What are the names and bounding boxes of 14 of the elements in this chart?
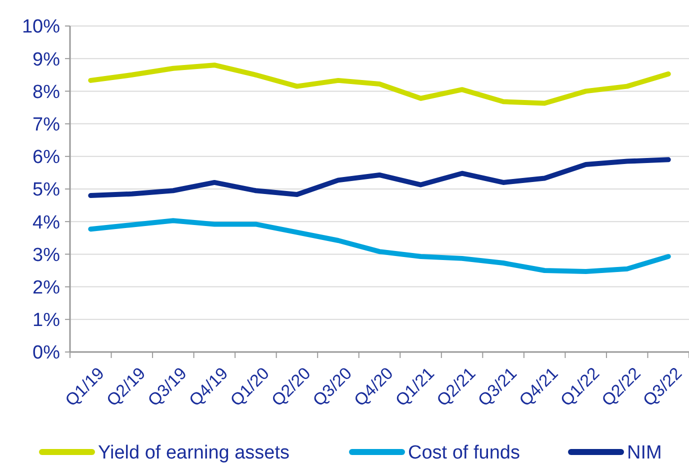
y-tick-label: 6% [32, 147, 60, 168]
legend-label: NIM [627, 442, 662, 464]
y-tick-label: 3% [32, 244, 60, 266]
y-tick-label: 10% [22, 16, 60, 38]
legend-label: Cost of funds [408, 442, 520, 464]
y-tick-label: 0% [32, 342, 60, 364]
y-tick-label: 7% [32, 114, 60, 136]
legend-label: Yield of earning assets [98, 442, 290, 464]
y-tick-label: 8% [32, 82, 60, 103]
y-tick-label: 9% [32, 49, 60, 70]
y-tick-label: 5% [32, 180, 60, 201]
y-tick-label: 4% [32, 212, 60, 234]
y-tick-label: 1% [32, 310, 60, 332]
y-tick-label: 2% [32, 277, 60, 298]
